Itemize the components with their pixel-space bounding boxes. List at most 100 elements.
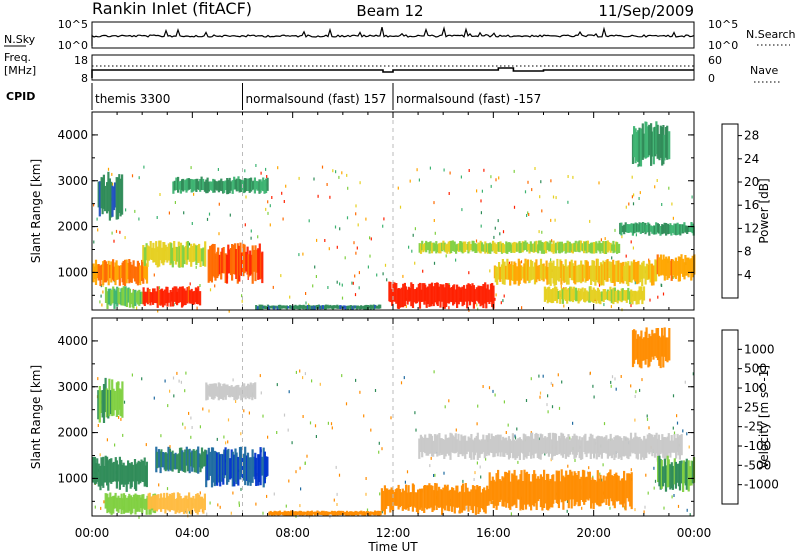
echo-cell	[147, 493, 150, 510]
echo-cell	[626, 473, 629, 499]
echo-cell	[156, 451, 159, 469]
echo-cell	[489, 283, 492, 302]
freq-tick-top: 18	[74, 54, 88, 67]
echo-speckle	[291, 441, 293, 445]
echo-cell	[406, 289, 409, 305]
echo-cell	[143, 457, 146, 487]
echo-cell	[652, 127, 655, 165]
echo-speckle	[656, 179, 658, 182]
echo-cell	[283, 305, 286, 309]
echo-cell	[96, 264, 99, 279]
echo-cell	[620, 262, 623, 283]
nsky-tick-bottom: 10^0	[58, 39, 88, 52]
echo-cell	[688, 259, 691, 274]
echo-cell	[669, 464, 672, 490]
echo-cell	[607, 242, 610, 251]
echo-cell	[414, 492, 417, 508]
echo-cell	[115, 177, 118, 220]
echo-cell	[449, 432, 452, 460]
echo-cell	[222, 383, 225, 401]
echo-speckle	[158, 286, 161, 290]
echo-cell	[235, 452, 238, 485]
echo-cell	[594, 289, 597, 300]
echo-cell	[453, 241, 456, 252]
cpid-segments: themis 3300 normalsound (fast) 157 normals…	[91, 83, 541, 110]
echo-cell	[673, 223, 676, 235]
cpid-segment-label: normalsound (fast) 157	[246, 92, 387, 106]
echo-speckle	[314, 424, 317, 428]
echo-speckle	[97, 424, 99, 427]
echo-cell	[574, 260, 577, 285]
echo-cell	[507, 263, 510, 280]
echo-speckle	[353, 241, 355, 245]
echo-cell	[588, 244, 591, 253]
echo-cell	[266, 456, 269, 476]
echo-cell	[531, 261, 534, 280]
echo-cell	[102, 456, 105, 488]
echo-cell	[592, 479, 595, 510]
echo-cell	[648, 124, 651, 156]
echo-speckle	[443, 168, 445, 172]
echo-cell	[596, 258, 599, 283]
echo-cell	[635, 291, 638, 305]
echo-cell	[680, 460, 683, 484]
echo-cell	[526, 259, 529, 281]
echo-speckle	[526, 214, 528, 217]
echo-speckle	[637, 164, 639, 168]
echo-cell	[675, 223, 678, 236]
echo-cell	[564, 287, 567, 301]
echo-cell	[522, 481, 525, 511]
echo-cell	[293, 305, 296, 310]
echo-cell	[667, 433, 670, 454]
echo-cell	[434, 483, 437, 506]
echo-cell	[685, 458, 688, 490]
echo-speckle	[552, 383, 554, 387]
echo-cell	[186, 241, 189, 260]
echo-cell	[575, 243, 578, 251]
echo-cell	[596, 470, 599, 506]
echo-speckle	[267, 211, 269, 215]
echo-cell	[587, 440, 590, 454]
echo-cell	[672, 259, 675, 276]
echo-cell	[167, 496, 170, 511]
echo-cell	[465, 440, 468, 455]
echo-cell	[564, 242, 567, 254]
echo-cell	[247, 254, 250, 278]
echo-cell	[110, 458, 113, 484]
echo-speckle	[341, 296, 344, 300]
echo-cell	[184, 449, 187, 473]
echo-speckle	[315, 435, 317, 438]
echo-speckle	[381, 510, 383, 514]
echo-cell	[460, 289, 463, 302]
echo-speckle	[248, 411, 250, 415]
echo-speckle	[255, 164, 257, 167]
echo-speckle	[610, 380, 612, 384]
echo-cell	[577, 241, 580, 252]
echo-cell	[556, 241, 559, 251]
echo-cell	[113, 496, 116, 509]
echo-speckle	[339, 227, 341, 231]
echo-cell	[599, 436, 602, 455]
echo-cell	[196, 178, 199, 190]
echo-cell	[157, 494, 160, 510]
echo-cell	[646, 434, 649, 453]
echo-cell	[251, 384, 254, 401]
echo-cell	[599, 291, 602, 305]
echo-cell	[418, 282, 422, 309]
echo-cell	[462, 241, 466, 253]
echo-speckle	[677, 504, 680, 508]
echo-speckle	[276, 383, 278, 387]
echo-cell	[447, 437, 451, 456]
echo-cell	[506, 258, 509, 280]
echo-cell	[433, 243, 437, 251]
echo-cell	[150, 292, 153, 303]
echo-speckle	[339, 282, 341, 286]
echo-cell	[248, 384, 251, 400]
echo-cell	[102, 174, 105, 209]
echo-cell	[446, 484, 449, 511]
echo-speckle	[185, 371, 187, 375]
echo-cell	[149, 241, 152, 260]
echo-cell	[662, 437, 665, 458]
echo-cell	[143, 261, 146, 279]
